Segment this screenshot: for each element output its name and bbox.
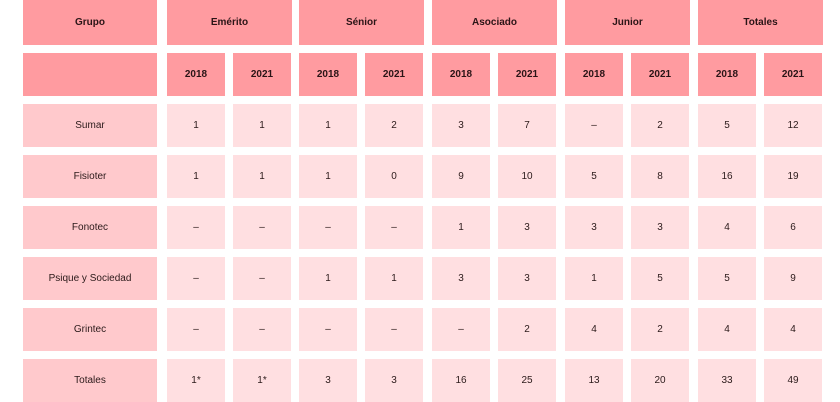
table-cell: 1 [233,104,291,147]
table-cell: 16 [698,155,756,198]
row-label: Fonotec [23,206,157,249]
table-cell: 3 [432,257,490,300]
table-cell: – [167,308,225,351]
table-cell: 3 [565,206,623,249]
group-header: Totales [698,0,823,45]
row-label: Fisioter [23,155,157,198]
table-cell: 9 [432,155,490,198]
table-cell: 5 [698,104,756,147]
table-cell: – [365,206,423,249]
row-label: Grintec [23,308,157,351]
table-cell: 1 [299,257,357,300]
table-cell: 25 [498,359,556,402]
row-label: Sumar [23,104,157,147]
table-cell: 5 [631,257,689,300]
table-cell: 12 [764,104,822,147]
table-cell: 4 [565,308,623,351]
table-cell: – [365,308,423,351]
table-cell: 1* [233,359,291,402]
table-cell: 10 [498,155,556,198]
table-cell: 3 [365,359,423,402]
table-cell: – [233,257,291,300]
table-cell: 9 [764,257,822,300]
table-cell: 4 [698,308,756,351]
table-cell: 4 [698,206,756,249]
table-cell: 3 [299,359,357,402]
year-header: 2021 [764,53,822,96]
year-header: 2018 [167,53,225,96]
table-cell: 4 [764,308,822,351]
table-cell: 6 [764,206,822,249]
group-header: Sénior [299,0,424,45]
year-header: 2021 [365,53,423,96]
group-header: Asociado [432,0,557,45]
table-cell: 3 [631,206,689,249]
table-cell: 49 [764,359,822,402]
table-cell: 1 [167,155,225,198]
year-header: 2021 [498,53,556,96]
group-header: Junior [565,0,690,45]
table-cell: – [233,308,291,351]
year-header: 2018 [299,53,357,96]
table-cell: – [167,257,225,300]
table-cell: 13 [565,359,623,402]
year-header: 2018 [432,53,490,96]
table-cell: 3 [498,206,556,249]
table-cell: 2 [631,104,689,147]
table-cell: – [432,308,490,351]
row-label: Totales [23,359,157,402]
year-header-blank [23,53,157,96]
table-cell: 2 [631,308,689,351]
table-cell: 1 [365,257,423,300]
year-header: 2018 [698,53,756,96]
table-cell: 3 [432,104,490,147]
table-cell: 2 [498,308,556,351]
year-header: 2018 [565,53,623,96]
table-cell: 1 [299,104,357,147]
table-cell: 33 [698,359,756,402]
table-cell: 1 [233,155,291,198]
table-cell: 3 [498,257,556,300]
group-header: Emérito [167,0,292,45]
table-cell: – [565,104,623,147]
table-cell: – [233,206,291,249]
table-cell: 1 [432,206,490,249]
table-cell: 20 [631,359,689,402]
year-header: 2021 [631,53,689,96]
table-cell: 1 [167,104,225,147]
year-header: 2021 [233,53,291,96]
table-cell: 7 [498,104,556,147]
table-cell: 5 [565,155,623,198]
table-cell: 19 [764,155,822,198]
table-cell: 0 [365,155,423,198]
row-label: Psique y Sociedad [23,257,157,300]
corner-header: Grupo [23,0,157,45]
table-cell: 1* [167,359,225,402]
table-cell: – [167,206,225,249]
table-cell: 1 [565,257,623,300]
table-cell: 5 [698,257,756,300]
table-cell: 16 [432,359,490,402]
table-cell: 2 [365,104,423,147]
table-cell: 8 [631,155,689,198]
table-cell: – [299,206,357,249]
table-cell: 1 [299,155,357,198]
table-cell: – [299,308,357,351]
